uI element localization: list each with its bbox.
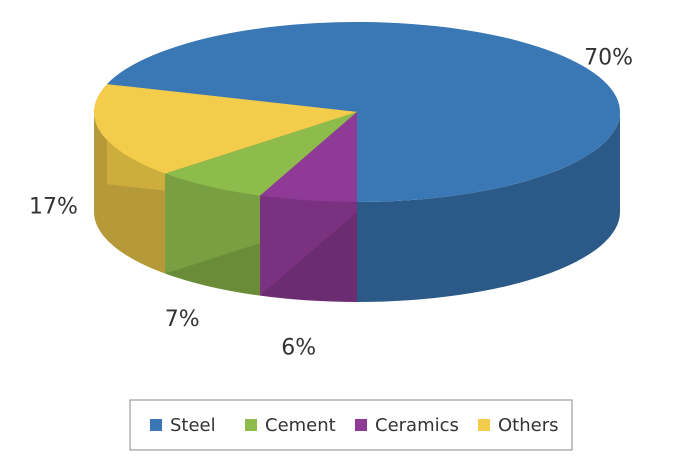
data-label: 70% — [584, 45, 633, 70]
slice-top — [94, 84, 358, 174]
data-label: 17% — [29, 194, 78, 219]
legend-swatch — [245, 419, 257, 431]
legend-label: Cement — [265, 415, 336, 436]
legend-label: Others — [498, 415, 559, 436]
slice-top — [165, 112, 357, 196]
legend-label: Ceramics — [375, 415, 459, 436]
data-label: 6% — [281, 336, 316, 361]
legend-swatch — [478, 419, 490, 431]
slice — [260, 112, 357, 302]
legend-swatch — [355, 419, 367, 431]
slice-top — [106, 22, 621, 202]
legend-box — [129, 399, 573, 451]
slice-top — [260, 112, 357, 202]
data-label: 7% — [165, 307, 200, 332]
legend-swatch — [150, 419, 162, 431]
slice-side — [357, 112, 620, 302]
legend-label: Steel — [170, 415, 216, 436]
